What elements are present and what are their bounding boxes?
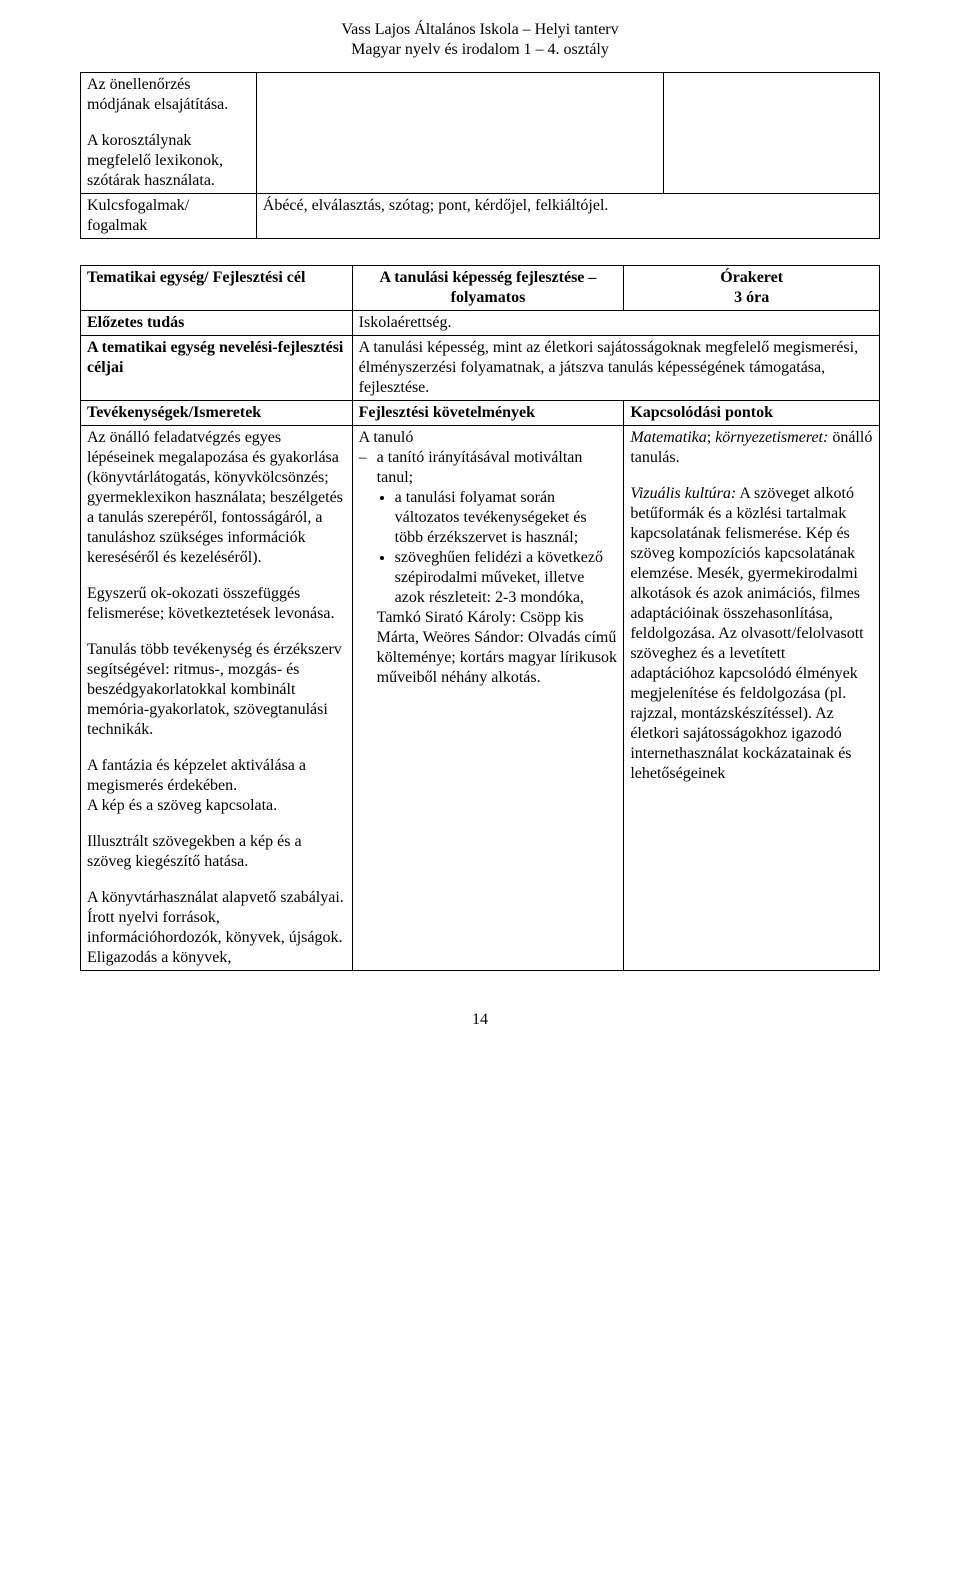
- page-header: Vass Lajos Általános Iskola – Helyi tant…: [80, 20, 880, 60]
- table-row: Előzetes tudás Iskolaérettség.: [81, 311, 880, 336]
- text: Tevékenységek/Ismeretek: [87, 404, 261, 421]
- table-row: Tevékenységek/Ismeretek Fejlesztési köve…: [81, 401, 880, 426]
- text: A korosztálynak megfelelő lexikonok, szó…: [87, 131, 250, 191]
- hours-label: Órakeret: [630, 268, 873, 288]
- table-row: A tematikai egység nevelési-fejlesztési …: [81, 336, 880, 401]
- cell-topic: Az önellenőrzés módjának elsajátítása. A…: [81, 73, 257, 194]
- header-line-2: Magyar nyelv és irodalom 1 – 4. osztály: [80, 40, 880, 60]
- cell-empty: [256, 73, 664, 194]
- text: Fejlesztési követelmények: [359, 404, 535, 421]
- header-line-1: Vass Lajos Általános Iskola – Helyi tant…: [80, 20, 880, 40]
- cell-requirements-body: A tanuló a tanító irányításával motivált…: [352, 426, 624, 971]
- text: Tematikai egység/ Fejlesztési cél: [87, 269, 305, 286]
- cell-empty: [664, 73, 880, 194]
- cell-key-concepts-value: Ábécé, elválasztás, szótag; pont, kérdőj…: [256, 194, 879, 239]
- top-table: Az önellenőrzés módjának elsajátítása. A…: [80, 72, 880, 239]
- paragraph: A könyvtárhasználat alapvető szabályai. …: [87, 888, 346, 968]
- text: Előzetes tudás: [87, 314, 184, 331]
- document-page: Vass Lajos Általános Iskola – Helyi tant…: [0, 0, 960, 1049]
- cell-prior-knowledge-label: Előzetes tudás: [81, 311, 353, 336]
- text: A szöveget alkotó betűformák és a közlés…: [630, 485, 863, 782]
- list-item: a tanulási folyamat során változatos tev…: [395, 488, 618, 548]
- table-row: Az önellenőrzés módjának elsajátítása. A…: [81, 73, 880, 194]
- bullet-list: a tanulási folyamat során változatos tev…: [359, 488, 618, 608]
- list-item: a tanító irányításával motiváltan tanul;: [377, 448, 618, 488]
- paragraph: Vizuális kultúra: A szöveget alkotó betű…: [630, 484, 873, 784]
- list-item: szöveghűen felidézi a következő szépirod…: [395, 548, 618, 608]
- paragraph: Matematika; környezetismeret: önálló tan…: [630, 428, 873, 468]
- main-table: Tematikai egység/ Fejlesztési cél A tanu…: [80, 265, 880, 971]
- text: Kapcsolódási pontok: [630, 404, 773, 421]
- paragraph: Tamkó Sirató Károly: Csöpp kis Márta, We…: [359, 608, 618, 688]
- cell-thematic-unit-label: Tematikai egység/ Fejlesztési cél: [81, 266, 353, 311]
- cell-activities-header: Tevékenységek/Ismeretek: [81, 401, 353, 426]
- text: A tanulási képesség fejlesztése – folyam…: [380, 269, 597, 306]
- paragraph: Tanulás több tevékenység és érzékszerv s…: [87, 640, 346, 740]
- cell-prior-knowledge-value: Iskolaérettség.: [352, 311, 879, 336]
- text: A tematikai egység nevelési-fejlesztési …: [87, 339, 343, 376]
- paragraph: A kép és a szöveg kapcsolata.: [87, 796, 346, 816]
- cell-connections-body: Matematika; környezetismeret: önálló tan…: [624, 426, 880, 971]
- text: Az önellenőrzés módjának elsajátítása.: [87, 75, 250, 115]
- paragraph: Egyszerű ok-okozati összefüggés felismer…: [87, 584, 346, 624]
- cell-connections-header: Kapcsolódási pontok: [624, 401, 880, 426]
- cell-key-concepts-label: Kulcsfogalmak/ fogalmak: [81, 194, 257, 239]
- subject-name: Vizuális kultúra:: [630, 485, 736, 502]
- cell-activities-body: Az önálló feladatvégzés egyes lépéseinek…: [81, 426, 353, 971]
- cell-requirements-header: Fejlesztési követelmények: [352, 401, 624, 426]
- subject-name: környezetismeret:: [715, 429, 828, 446]
- table-row: Tematikai egység/ Fejlesztési cél A tanu…: [81, 266, 880, 311]
- paragraph: Az önálló feladatvégzés egyes lépéseinek…: [87, 428, 346, 568]
- page-number: 14: [80, 1011, 880, 1029]
- cell-goals-value: A tanulási képesség, mint az életkori sa…: [352, 336, 879, 401]
- text: A tanulási képesség, mint az életkori sa…: [359, 339, 858, 396]
- dash-list: a tanító irányításával motiváltan tanul;: [359, 448, 618, 488]
- hours-value: 3 óra: [630, 288, 873, 308]
- text: Kulcsfogalmak/ fogalmak: [87, 197, 189, 234]
- text: Iskolaérettség.: [359, 314, 452, 331]
- lead-text: A tanuló: [359, 428, 618, 448]
- text: Ábécé, elválasztás, szótag; pont, kérdőj…: [263, 197, 609, 214]
- cell-goals-label: A tematikai egység nevelési-fejlesztési …: [81, 336, 353, 401]
- cell-thematic-unit-title: A tanulási képesség fejlesztése – folyam…: [352, 266, 624, 311]
- table-row: Kulcsfogalmak/ fogalmak Ábécé, elválaszt…: [81, 194, 880, 239]
- subject-name: Matematika: [630, 429, 706, 446]
- table-row: Az önálló feladatvégzés egyes lépéseinek…: [81, 426, 880, 971]
- paragraph: Illusztrált szövegekben a kép és a szöve…: [87, 832, 346, 872]
- cell-hours: Órakeret 3 óra: [624, 266, 880, 311]
- text: ;: [707, 429, 715, 446]
- paragraph: A fantázia és képzelet aktiválása a megi…: [87, 756, 346, 796]
